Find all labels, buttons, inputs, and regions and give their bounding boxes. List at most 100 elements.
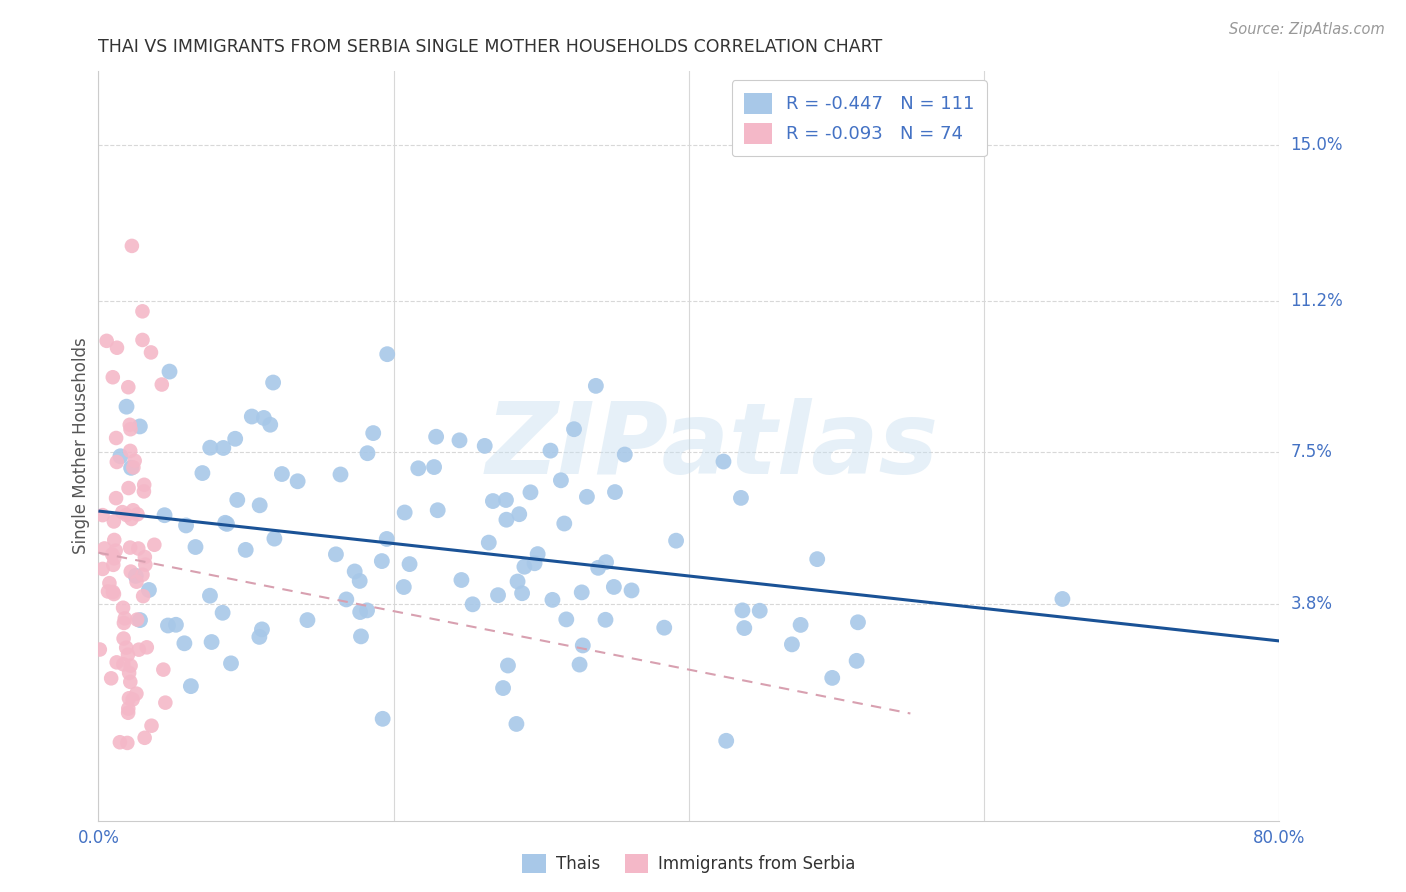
Legend: Thais, Immigrants from Serbia: Thais, Immigrants from Serbia	[516, 847, 862, 880]
Point	[270, 467, 292, 481]
Point	[91, 508, 114, 523]
Point	[510, 586, 533, 600]
Point	[496, 658, 519, 673]
Point	[505, 717, 527, 731]
Point	[1052, 591, 1074, 606]
Point	[423, 460, 446, 475]
Point	[127, 613, 149, 627]
Text: 15.0%: 15.0%	[1291, 136, 1343, 154]
Point	[553, 516, 575, 531]
Point	[595, 613, 617, 627]
Point	[780, 637, 803, 651]
Point	[134, 477, 156, 491]
Point	[101, 585, 124, 599]
Point	[122, 460, 145, 475]
Point	[585, 379, 607, 393]
Point	[89, 642, 111, 657]
Point	[101, 548, 124, 562]
Point	[806, 552, 828, 566]
Point	[135, 640, 157, 655]
Point	[215, 516, 238, 531]
Point	[125, 687, 148, 701]
Point	[731, 603, 754, 617]
Text: Source: ZipAtlas.com: Source: ZipAtlas.com	[1229, 22, 1385, 37]
Point	[665, 533, 688, 548]
Point	[97, 584, 120, 599]
Point	[156, 618, 179, 632]
Point	[122, 503, 145, 517]
Point	[191, 466, 214, 480]
Point	[486, 588, 509, 602]
Point	[249, 498, 271, 512]
Point	[120, 541, 142, 555]
Point	[118, 691, 141, 706]
Point	[541, 592, 564, 607]
Point	[450, 573, 472, 587]
Point	[134, 549, 156, 564]
Point	[350, 629, 373, 643]
Point	[131, 304, 153, 318]
Point	[652, 621, 675, 635]
Point	[159, 365, 181, 379]
Point	[789, 618, 811, 632]
Point	[262, 376, 284, 390]
Point	[571, 585, 593, 599]
Point	[235, 542, 257, 557]
Point	[748, 604, 770, 618]
Point	[212, 441, 235, 455]
Point	[120, 460, 142, 475]
Point	[568, 657, 591, 672]
Point	[117, 706, 139, 720]
Point	[115, 640, 138, 655]
Point	[297, 613, 319, 627]
Point	[492, 681, 515, 695]
Point	[129, 613, 152, 627]
Point	[125, 569, 148, 583]
Point	[226, 492, 249, 507]
Point	[134, 558, 156, 572]
Point	[139, 345, 162, 359]
Point	[118, 665, 141, 680]
Point	[115, 508, 138, 522]
Point	[174, 518, 197, 533]
Point	[105, 491, 128, 505]
Text: 7.5%: 7.5%	[1291, 443, 1333, 461]
Point	[111, 505, 134, 519]
Point	[120, 422, 142, 436]
Point	[730, 491, 752, 505]
Point	[375, 347, 398, 361]
Point	[121, 692, 143, 706]
Point	[343, 565, 366, 579]
Point	[356, 446, 378, 460]
Point	[550, 473, 572, 487]
Point	[371, 712, 394, 726]
Point	[153, 508, 176, 523]
Point	[115, 400, 138, 414]
Point	[103, 515, 125, 529]
Point	[526, 547, 548, 561]
Point	[613, 448, 636, 462]
Point	[152, 663, 174, 677]
Text: 3.8%: 3.8%	[1291, 595, 1333, 613]
Point	[263, 532, 285, 546]
Point	[361, 426, 384, 441]
Text: ZIPatlas: ZIPatlas	[486, 398, 939, 494]
Point	[128, 419, 150, 434]
Point	[371, 554, 394, 568]
Point	[495, 513, 517, 527]
Point	[112, 600, 135, 615]
Point	[329, 467, 352, 482]
Point	[118, 417, 141, 432]
Point	[713, 454, 735, 468]
Point	[219, 657, 242, 671]
Point	[93, 541, 115, 556]
Point	[620, 583, 643, 598]
Point	[127, 508, 149, 522]
Point	[394, 506, 416, 520]
Point	[603, 580, 626, 594]
Point	[120, 443, 142, 458]
Point	[114, 611, 136, 625]
Point	[375, 532, 398, 546]
Text: 11.2%: 11.2%	[1291, 292, 1343, 310]
Point	[128, 642, 150, 657]
